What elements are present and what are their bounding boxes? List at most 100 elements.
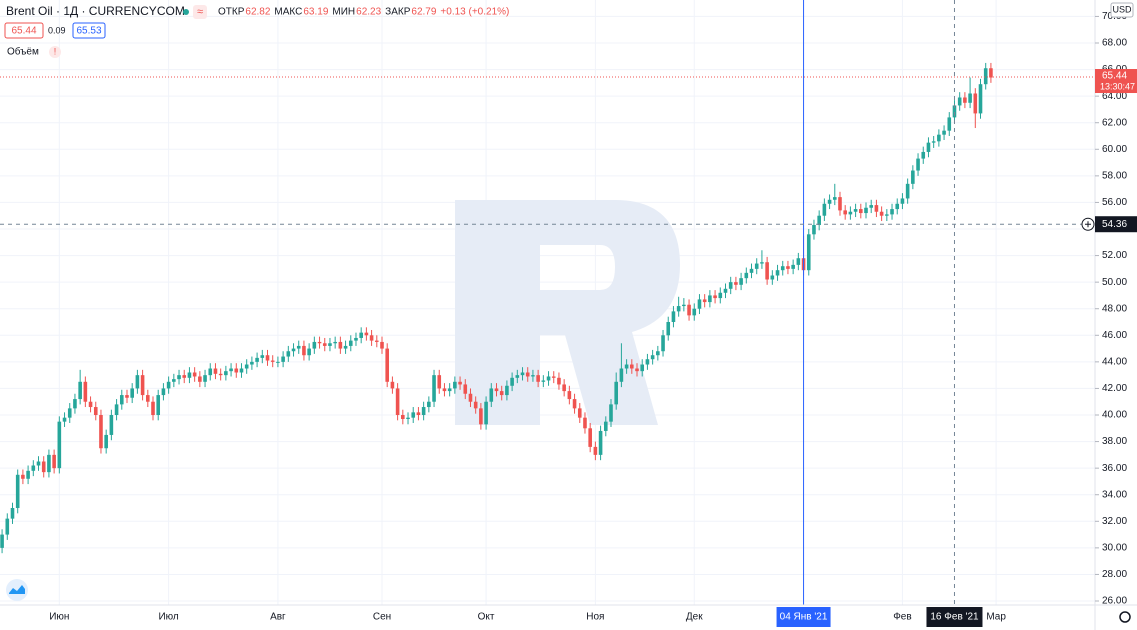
candle-body xyxy=(213,368,218,374)
candle-body xyxy=(93,407,98,416)
candle-body xyxy=(119,395,124,405)
candle-body xyxy=(260,355,265,358)
warning-icon[interactable] xyxy=(49,46,61,58)
candle-body xyxy=(109,415,114,435)
symbol: Brent Oil · 1Д · CURRENCYCOM xyxy=(6,4,185,18)
candle-body xyxy=(484,401,488,425)
currency-box[interactable] xyxy=(1110,2,1134,18)
currency: USD xyxy=(1112,4,1132,14)
candle-body xyxy=(140,375,145,396)
candle-body xyxy=(874,205,879,212)
candle-body xyxy=(442,388,447,392)
candle-body xyxy=(536,375,540,382)
last-time-label: 13:30:47 xyxy=(1100,81,1135,91)
candle-body xyxy=(151,401,155,416)
candle-body xyxy=(640,364,645,372)
candle-body xyxy=(557,377,561,385)
candle-body xyxy=(276,361,280,363)
candle-body xyxy=(739,278,743,285)
candle-body xyxy=(598,430,603,455)
candle-body xyxy=(0,534,4,548)
add-glyph xyxy=(1085,221,1091,228)
candle-body xyxy=(177,375,181,380)
candle-body xyxy=(567,391,572,400)
candle-body xyxy=(192,372,197,377)
candle-body xyxy=(744,272,749,279)
candle-body xyxy=(520,372,525,376)
y-tick-label: 50.00 xyxy=(1102,277,1127,288)
candle-body xyxy=(359,332,363,338)
candle-body xyxy=(676,306,681,312)
ohlc-value: 63.19 xyxy=(303,7,328,18)
spread: 0.09 xyxy=(48,25,66,35)
candle-body xyxy=(130,388,134,398)
x-tick-label: Окт xyxy=(478,612,495,623)
y-tick-label: 46.00 xyxy=(1102,330,1127,341)
candle-body xyxy=(734,282,738,285)
candle-body xyxy=(661,335,665,352)
crosshair-price-box xyxy=(1095,216,1137,233)
candle-body xyxy=(489,388,494,402)
candle-body xyxy=(942,130,946,135)
candle-body xyxy=(911,170,915,184)
candle-body xyxy=(879,211,884,216)
candle-body xyxy=(796,258,801,265)
y-tick-label: 38.00 xyxy=(1102,436,1127,447)
candle-body xyxy=(947,117,952,131)
x-tick-label: Июн xyxy=(49,612,69,623)
overlay xyxy=(0,0,1095,605)
candle-body xyxy=(728,282,733,289)
volume-label: Объём xyxy=(7,46,39,58)
candle-body xyxy=(421,407,426,416)
candle-body xyxy=(385,348,390,382)
candle-body xyxy=(234,368,239,373)
candle-body xyxy=(817,215,821,226)
candle-body xyxy=(333,341,337,344)
candle-body xyxy=(312,341,317,349)
candles xyxy=(0,62,993,554)
candle-body xyxy=(67,408,72,418)
settings[interactable] xyxy=(1119,611,1131,623)
candle-body xyxy=(203,375,207,382)
bid[interactable]: 65.44 xyxy=(11,26,36,37)
last-price-box xyxy=(1095,69,1137,94)
candle-body xyxy=(697,299,702,309)
candle-body xyxy=(890,209,894,215)
logo[interactable] xyxy=(6,579,28,601)
candle-body xyxy=(931,141,936,143)
ask[interactable]: 65.53 xyxy=(76,26,101,37)
candle-body xyxy=(770,275,775,280)
candle-body xyxy=(411,412,416,418)
candle-body xyxy=(645,359,650,365)
candle-body xyxy=(374,340,379,342)
y-tick-label: 28.00 xyxy=(1102,569,1127,580)
candle-body xyxy=(224,371,228,376)
bid-box[interactable] xyxy=(4,22,44,39)
candle-body xyxy=(822,203,827,216)
candle-body xyxy=(614,381,618,405)
candle-body xyxy=(723,288,728,293)
ask-box[interactable] xyxy=(72,22,106,39)
candle-body xyxy=(952,105,957,118)
change: +0.13 (+0.21%) xyxy=(440,7,509,18)
x-tick-label: Дек xyxy=(686,612,703,623)
candle-body xyxy=(780,266,785,271)
crosshair-price-label: 54.36 xyxy=(1102,219,1127,230)
candle-body xyxy=(328,343,332,346)
x-tick-label: Фев xyxy=(893,612,911,623)
candle-body xyxy=(244,364,249,369)
candle-body xyxy=(135,375,140,389)
ohlc-value: 62.79 xyxy=(411,7,436,18)
candle-body xyxy=(786,266,790,269)
y-tick-label: 26.00 xyxy=(1102,596,1127,607)
candle-body xyxy=(983,68,988,85)
candle-body xyxy=(973,93,978,114)
crosshair-date-box xyxy=(926,607,983,627)
candle-body xyxy=(338,341,343,349)
candle-body xyxy=(390,381,395,389)
y-tick-label: 58.00 xyxy=(1102,171,1127,182)
candle-body xyxy=(343,345,348,349)
candle-body xyxy=(369,335,374,341)
y-tick-label: 36.00 xyxy=(1102,463,1127,474)
